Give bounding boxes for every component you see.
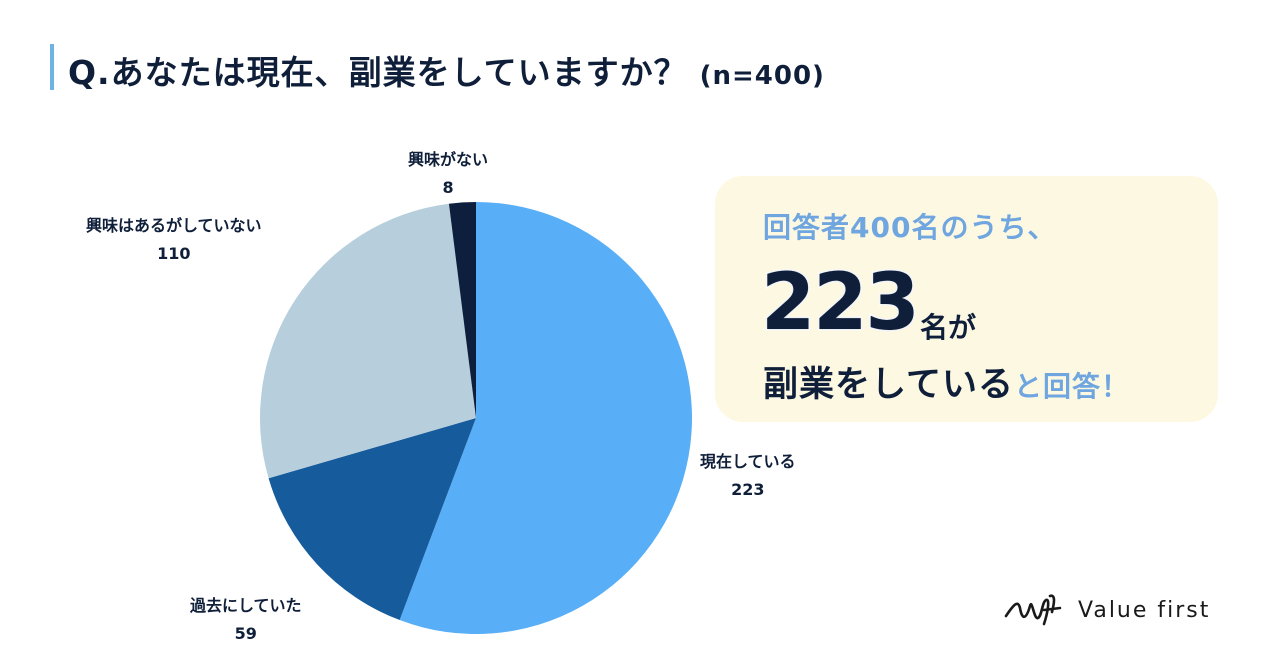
pie-slice-label: 興味がない 8 [408,146,488,202]
slice-label-name: 過去にしていた [190,596,302,615]
pie-slice [268,418,476,621]
summary-callout: 回答者400名のうち、 223 名が 副業をしていると回答！ [715,176,1218,422]
slice-label-value: 8 [442,178,454,197]
pie-slice-label: 過去にしていた 59 [190,592,302,648]
callout-line3-accent: と回答！ [1013,370,1130,403]
slice-label-value: 223 [731,480,765,499]
callout-line1: 回答者400名のうち、 [763,211,1057,244]
slice-label-value: 59 [234,624,257,643]
logo-text: Value first [1078,597,1211,623]
page-title: Q.あなたは現在、副業をしていますか？ (n=400) [68,46,825,94]
brand-logo: Value first [1004,590,1210,630]
title-accent-bar [50,44,54,90]
slice-label-name: 興味がない [408,150,489,169]
callout-unit: 名が [920,311,977,344]
slice-label-name: 現在している [700,452,796,471]
wf-signature-logo-icon [1004,594,1062,626]
callout-line3: 副業をしていると回答！ [763,356,1130,407]
title-sample-size: (n=400) [699,61,825,91]
callout-line3-strong: 副業をしている [763,365,1014,405]
callout-big-number: 223 [760,257,922,350]
title-question: Q.あなたは現在、副業をしていますか？ [68,53,688,92]
pie-slice [260,203,476,479]
pie-slice [448,202,476,418]
pie-slice [399,202,692,634]
slice-label-value: 110 [157,244,191,263]
pie-slice-label: 現在している 223 [700,448,796,504]
slice-label-name: 興味はあるがしていない [86,216,262,235]
pie-slice-label: 興味はあるがしていない 110 [86,212,262,268]
